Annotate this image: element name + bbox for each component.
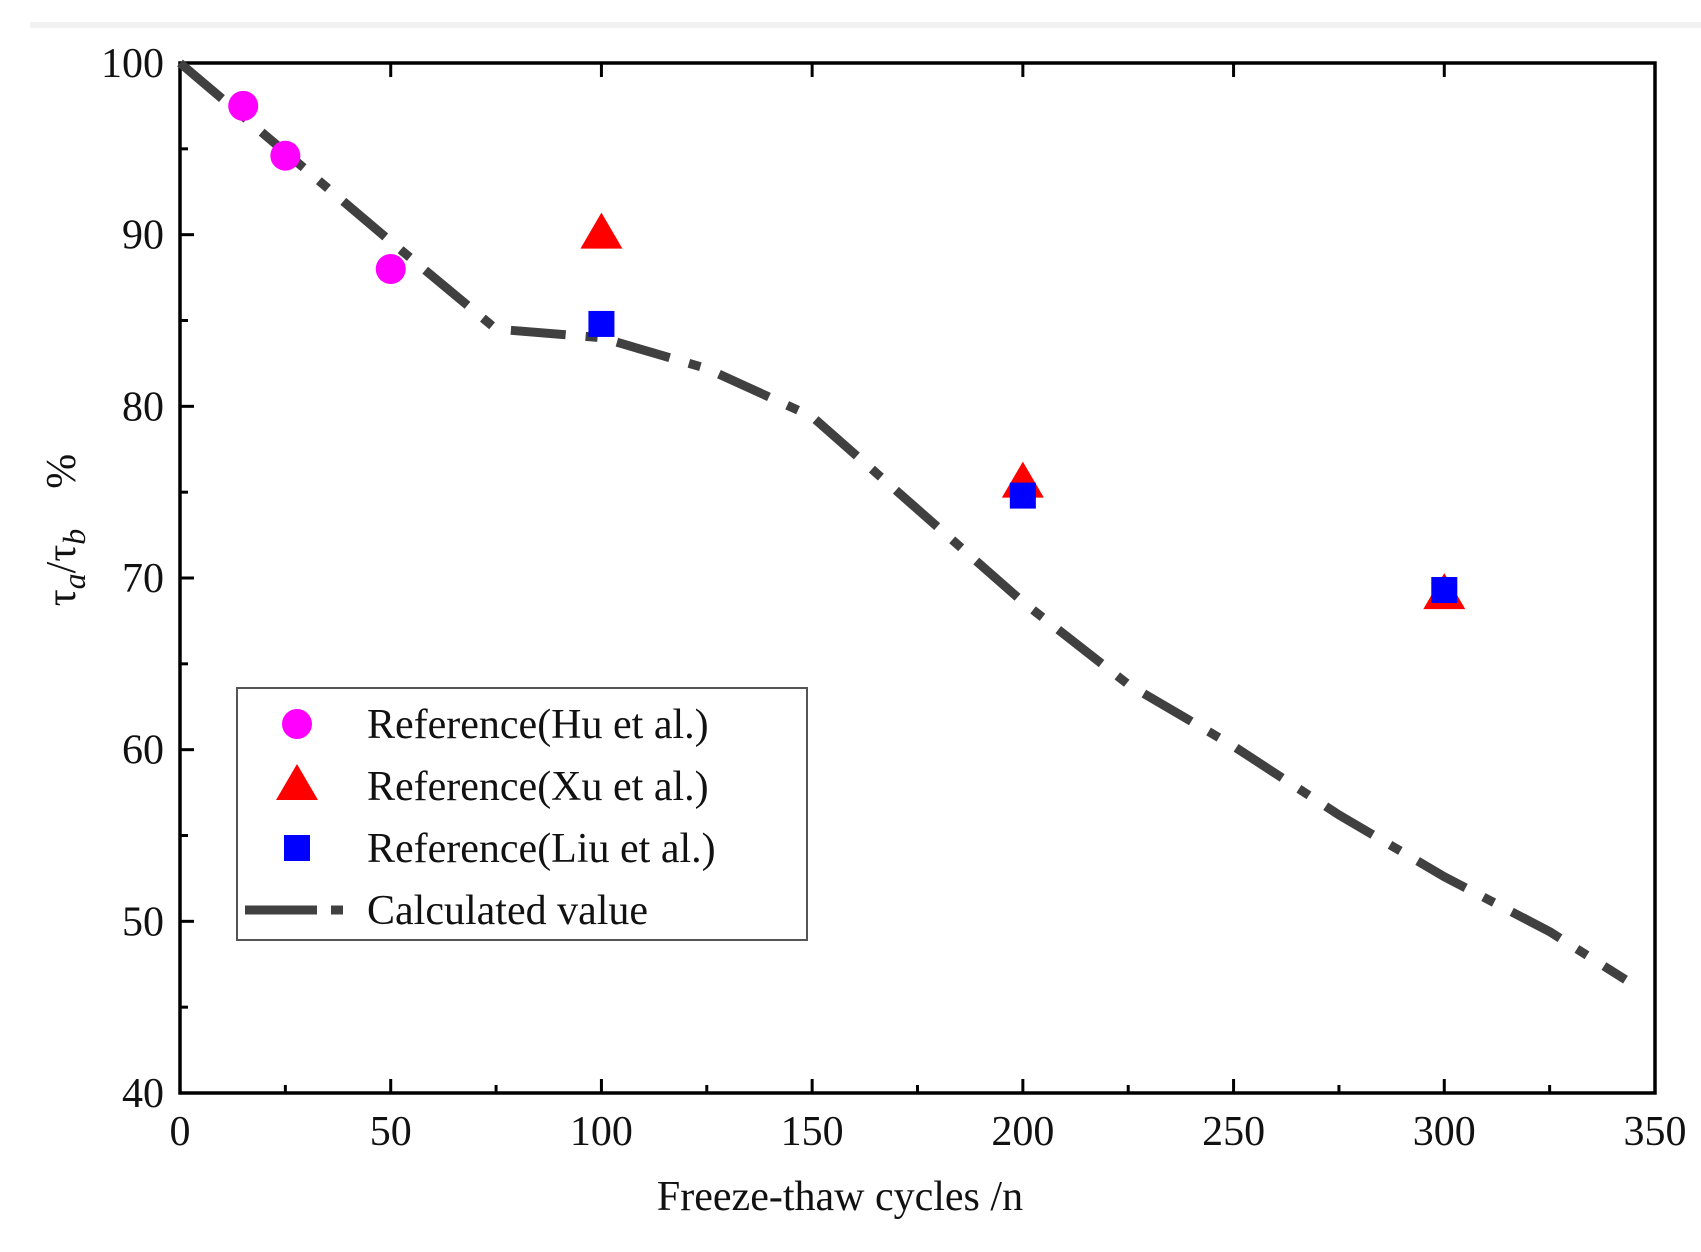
data-point-hu — [375, 254, 406, 284]
y-axis-title-subscript-a: a — [56, 573, 92, 589]
y-axis-title-subscript-b: b — [56, 529, 92, 545]
legend-label: Reference(Liu et al.) — [367, 826, 716, 872]
data-point-liu — [588, 310, 615, 337]
data-point-hu — [270, 140, 301, 171]
x-tick-label: 200 — [991, 1109, 1054, 1155]
y-tick-label: 60 — [122, 728, 164, 774]
y-axis-title-tau-b: τ — [39, 545, 85, 562]
legend-swatch-liu — [284, 835, 310, 861]
y-axis-title-slash: / — [39, 561, 85, 573]
x-tick-label: 250 — [1202, 1109, 1265, 1155]
legend-box — [236, 687, 808, 941]
legend-item-xu: Reference(Xu et al.) — [276, 764, 709, 810]
y-tick-label: 90 — [122, 213, 164, 259]
x-tick-label: 300 — [1413, 1109, 1476, 1155]
data-point-liu — [1431, 577, 1458, 604]
data-point-liu — [1009, 482, 1036, 509]
x-tick-label: 100 — [570, 1109, 633, 1155]
y-tick-label: 50 — [122, 899, 164, 945]
x-tick-label: 0 — [170, 1109, 191, 1155]
legend-swatch-xu — [276, 764, 318, 800]
x-tick-label: 150 — [781, 1109, 844, 1155]
legend-item-calculated-value: Calculated value — [245, 888, 648, 934]
y-tick-label: 40 — [122, 1071, 164, 1117]
plot-area: 0 50 100 150 200 250 300 350 40 50 60 70 80 90 100 Refe… — [101, 41, 1687, 1155]
svg-text:τa/τb%: τa/τb% — [39, 454, 92, 606]
y-tick-label: 70 — [122, 556, 164, 602]
legend-item-hu: Reference(Hu et al.) — [282, 702, 709, 748]
legend-item-liu: Reference(Liu et al.) — [284, 826, 716, 872]
y-tick-label: 100 — [101, 41, 164, 87]
x-tick-label: 350 — [1624, 1109, 1687, 1155]
x-axis-title: Freeze-thaw cycles /n — [657, 1174, 1023, 1220]
y-axis-title-percent: % — [39, 454, 85, 489]
y-axis-title: τa/τb% — [39, 454, 92, 606]
data-point-xu — [580, 212, 623, 249]
legend-label: Calculated value — [367, 888, 648, 934]
y-axis-title-tau-a: τ — [39, 589, 85, 606]
x-tick-label: 50 — [370, 1109, 412, 1155]
legend-label: Reference(Hu et al.) — [367, 702, 709, 748]
legend-label: Reference(Xu et al.) — [367, 764, 709, 810]
calculated-value-line — [177, 59, 1628, 984]
y-tick-label: 80 — [122, 384, 164, 430]
legend-swatch-hu — [282, 709, 312, 739]
legend: Reference(Hu et al.) Reference(Xu et al.)… — [236, 687, 808, 941]
top-divider — [30, 22, 1701, 28]
data-point-hu — [228, 90, 259, 121]
